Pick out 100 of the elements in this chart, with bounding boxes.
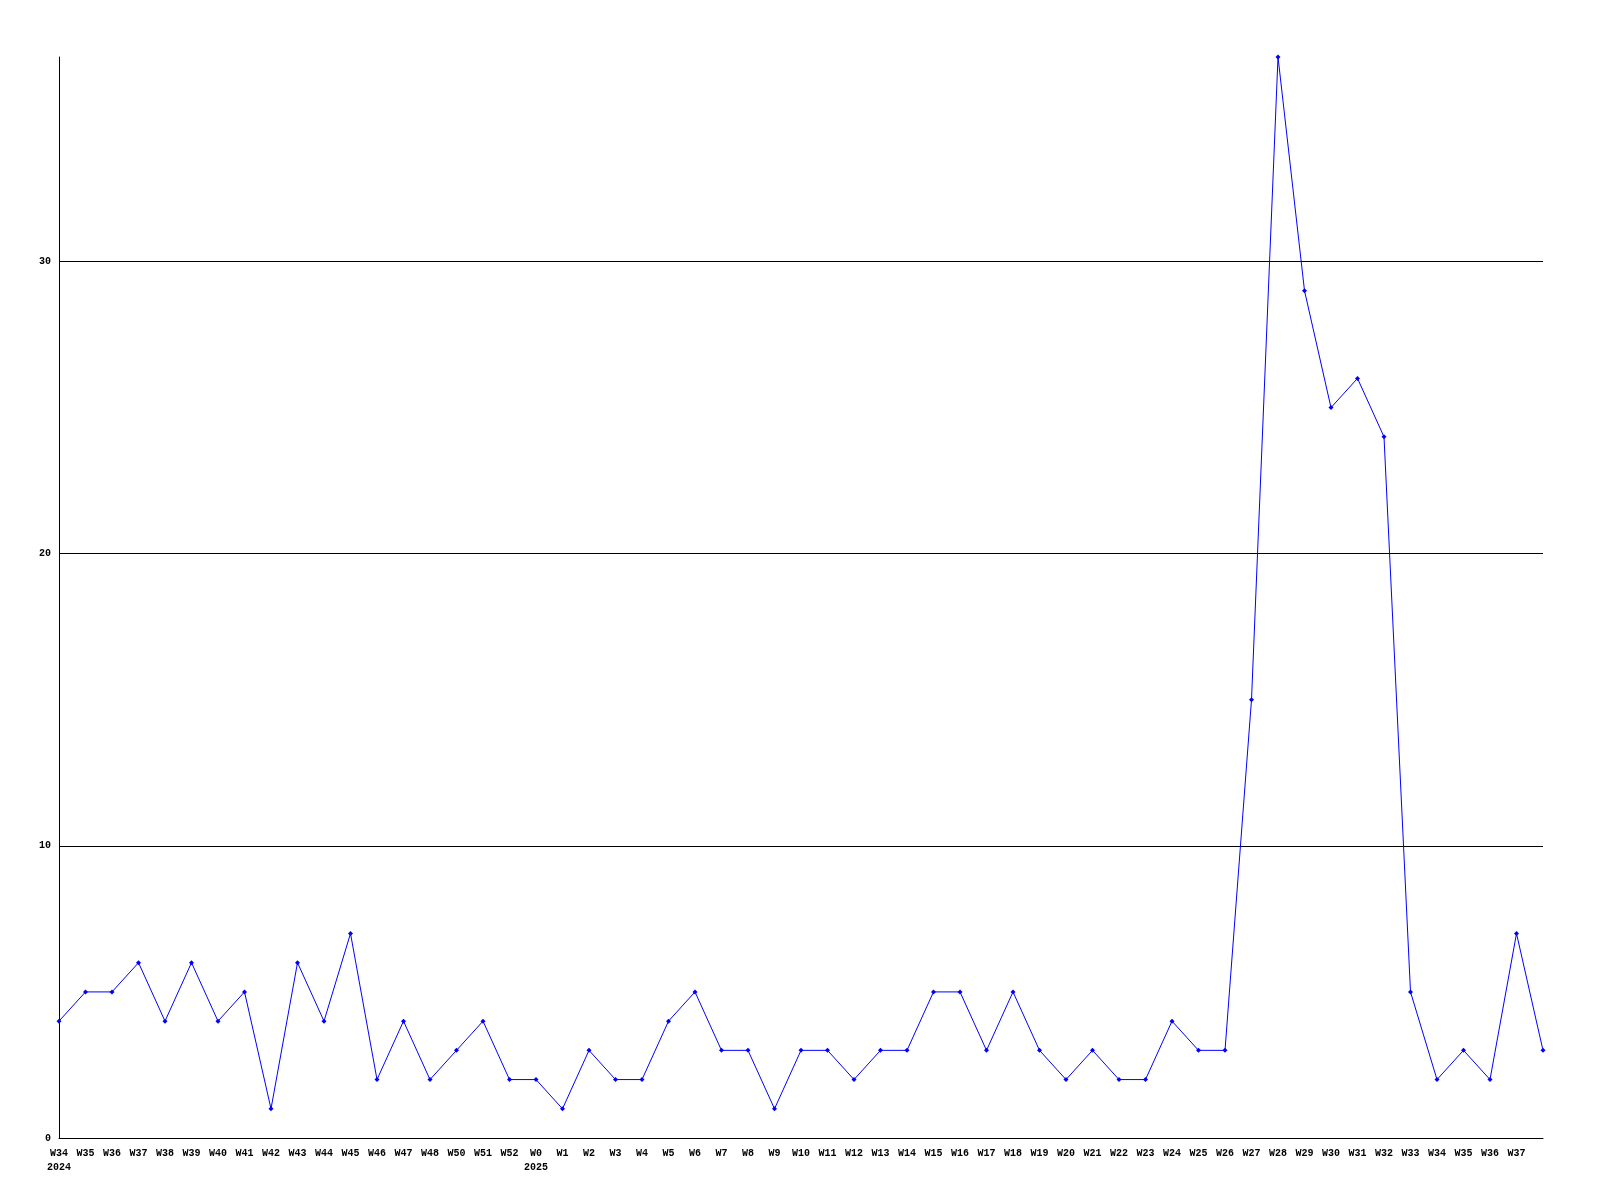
x-tick-label: W34 (1427, 1147, 1447, 1159)
point (1461, 1047, 1466, 1053)
x-tick-label: W12 (844, 1147, 864, 1159)
x-tick-label: W36 (102, 1147, 122, 1159)
x-tick-label: W48 (420, 1147, 440, 1159)
x-tick-label: W34 2024 (46, 1147, 72, 1173)
point (136, 960, 141, 966)
point (1328, 405, 1334, 411)
x-tick-label: W13 (871, 1147, 890, 1159)
x-tick-label: W43 (288, 1147, 307, 1159)
point (719, 1047, 724, 1053)
point (1381, 434, 1387, 440)
point (851, 1077, 857, 1083)
point (825, 1047, 830, 1053)
x-tick-label: W28 (1268, 1147, 1288, 1159)
point (1355, 375, 1360, 381)
point (374, 1077, 380, 1083)
point (798, 1047, 804, 1053)
point (1275, 54, 1281, 60)
point (109, 989, 115, 995)
point (1514, 930, 1519, 936)
x-tick-label: W18 (1003, 1147, 1023, 1159)
x-tick-label: W52 (500, 1147, 519, 1159)
x-tick-label: W20 (1056, 1147, 1076, 1159)
point (1302, 288, 1307, 294)
point (666, 1018, 671, 1024)
x-tick-label: W0 2025 (523, 1147, 549, 1173)
x-tick-label: W9 (768, 1147, 781, 1159)
point (427, 1077, 433, 1083)
point (1169, 1018, 1175, 1024)
x-tick-label: W14 (897, 1147, 917, 1159)
x-tick-label: W35 (1454, 1147, 1473, 1159)
x-tick-label: W37 (129, 1147, 148, 1159)
x-tick-label: W3 (609, 1147, 622, 1159)
x-tick-label: W19 (1030, 1147, 1049, 1159)
x-tick-label: W42 (261, 1147, 281, 1159)
point (613, 1077, 618, 1083)
x-tick-label: W46 (367, 1147, 387, 1159)
point (1063, 1077, 1069, 1083)
x-tick-label: W44 (314, 1147, 334, 1159)
point (454, 1047, 459, 1053)
point (878, 1047, 883, 1053)
point (1434, 1077, 1440, 1083)
point (215, 1018, 221, 1024)
x-tick-label: W17 (977, 1147, 996, 1159)
point (560, 1106, 565, 1112)
point (83, 989, 88, 995)
point (1116, 1077, 1122, 1083)
point (242, 989, 247, 995)
point (268, 1106, 274, 1112)
point (507, 1077, 512, 1083)
x-tick-label: W27 (1242, 1147, 1261, 1159)
point (904, 1047, 910, 1053)
x-tick-label: W51 (473, 1147, 493, 1159)
point (1222, 1047, 1228, 1053)
point (1408, 989, 1413, 995)
point (772, 1106, 777, 1112)
x-tick-label: W21 (1083, 1147, 1102, 1159)
point (401, 1018, 406, 1024)
x-tick-label: W35 (76, 1147, 95, 1159)
x-tick-label: W40 (208, 1147, 228, 1159)
x-tick-label: W10 (791, 1147, 811, 1159)
point (1540, 1047, 1546, 1053)
point (533, 1077, 539, 1083)
x-tick-label: W32 (1374, 1147, 1394, 1159)
point (348, 930, 353, 936)
x-tick-label: W11 (818, 1147, 837, 1159)
x-tick-label: W8 (741, 1147, 755, 1159)
x-tick-label: W6 (688, 1147, 702, 1159)
x-tick-label: W45 (341, 1147, 360, 1159)
point (1196, 1047, 1201, 1053)
x-tick-label: W23 (1136, 1147, 1155, 1159)
x-tick-label: W25 (1189, 1147, 1208, 1159)
point (480, 1018, 486, 1024)
x-tick-label: W5 (662, 1147, 675, 1159)
x-tick-label: W7 (715, 1147, 728, 1159)
x-tick-label: W41 (235, 1147, 254, 1159)
point (586, 1047, 592, 1053)
x-tick-label: W15 (924, 1147, 943, 1159)
point (1249, 697, 1254, 703)
point (1090, 1047, 1095, 1053)
point (1037, 1047, 1042, 1053)
x-tick-label: W24 (1162, 1147, 1182, 1159)
y-tick-label: 20 (38, 548, 51, 560)
point (56, 1018, 62, 1024)
point (1143, 1077, 1148, 1083)
x-tick-label: W33 (1401, 1147, 1420, 1159)
point (162, 1018, 168, 1024)
x-tick-label: W50 (447, 1147, 466, 1159)
point (1487, 1077, 1493, 1083)
x-tick-label: W16 (950, 1147, 970, 1159)
point (295, 960, 300, 966)
x-tick-label: W31 (1348, 1147, 1367, 1159)
x-tick-label: W22 (1109, 1147, 1129, 1159)
y-tick-label: 30 (38, 256, 51, 268)
x-tick-label: W47 (394, 1147, 413, 1159)
x-tick-label: W26 (1215, 1147, 1235, 1159)
x-tick-label: W38 (155, 1147, 175, 1159)
point (321, 1018, 327, 1024)
x-tick-label: W36 (1480, 1147, 1500, 1159)
